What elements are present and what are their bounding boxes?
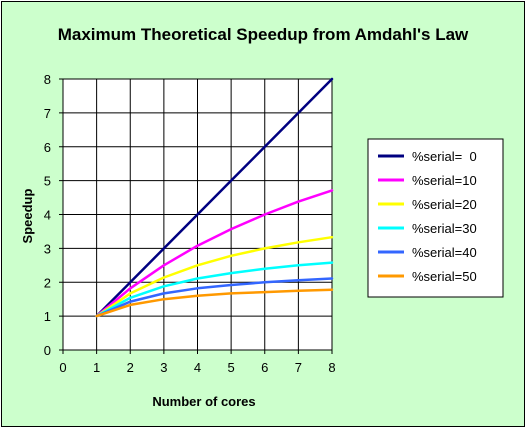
series-line-serial-50: [95, 288, 334, 318]
y-tick-label: 5: [44, 174, 51, 189]
legend-label: %serial=10: [412, 173, 477, 188]
legend-label: %serial= 0: [412, 149, 477, 164]
legend-label: %serial=20: [412, 197, 477, 212]
series-line-serial-40: [95, 277, 334, 318]
y-axis-title: Speedup: [20, 188, 35, 243]
legend: %serial= 0 %serial=10 %serial=20 %serial=30…: [367, 138, 504, 298]
x-tick-label: 6: [261, 360, 268, 375]
y-tick-label: 4: [44, 208, 51, 223]
legend-label: %serial=50: [412, 269, 477, 284]
x-tick-label: 7: [295, 360, 302, 375]
y-tick-label: 1: [44, 309, 51, 324]
x-axis-title: Number of cores: [152, 394, 255, 409]
x-tick-label: 8: [328, 360, 335, 375]
x-tick-label: 3: [160, 360, 167, 375]
legend-label: %serial=40: [412, 245, 477, 260]
legend-box: [367, 138, 504, 298]
legend-label: %serial=30: [412, 221, 477, 236]
series-line-serial-0: [95, 77, 334, 318]
plot-area: 0 1 2 3 4 5 6 7 8 0 1 2 3 4 5 6 7 8: [44, 72, 336, 375]
x-tick-label: 0: [59, 360, 66, 375]
series-line-serial-10: [95, 189, 334, 318]
series-line-serial-30: [95, 261, 334, 318]
chart-title: Maximum Theoretical Speedup from Amdahl'…: [58, 25, 469, 44]
y-tick-label: 2: [44, 275, 51, 290]
series-line-serial-20: [95, 235, 334, 318]
x-tick-label: 5: [228, 360, 235, 375]
x-tick-label: 2: [127, 360, 134, 375]
y-tick-label: 0: [44, 343, 51, 358]
y-tick-label: 7: [44, 106, 51, 121]
y-tick-label: 8: [44, 72, 51, 87]
x-tick-label: 4: [194, 360, 201, 375]
y-tick-label: 3: [44, 241, 51, 256]
y-tick-label: 6: [44, 140, 51, 155]
chart-svg: Maximum Theoretical Speedup from Amdahl'…: [20, 25, 504, 409]
x-tick-label: 1: [93, 360, 100, 375]
